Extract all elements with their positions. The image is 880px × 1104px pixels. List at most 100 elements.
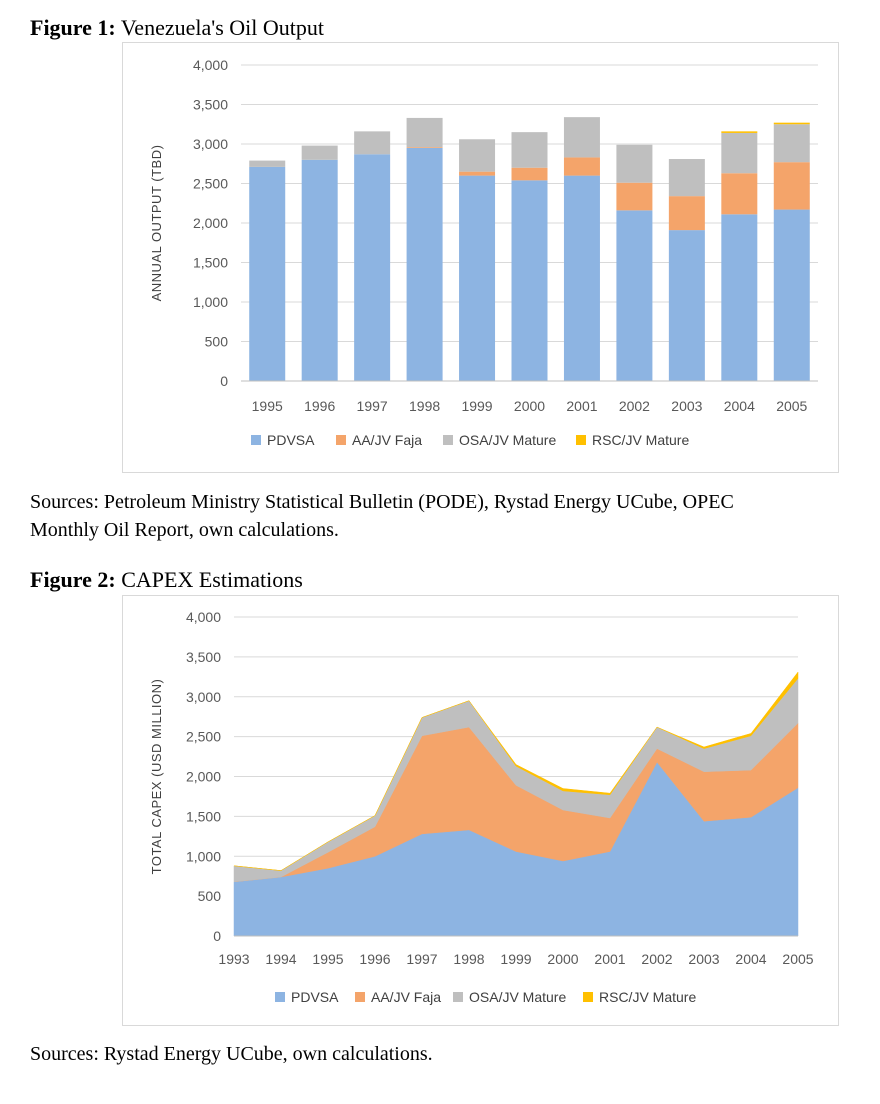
x-tick-label: 2001 xyxy=(594,951,625,967)
bar-aa-jv-faja-1999 xyxy=(459,171,496,176)
y-tick-label: 1,500 xyxy=(186,808,221,824)
legend-label-osa-jv-mature: OSA/JV Mature xyxy=(459,432,556,448)
y-tick-label: 1,000 xyxy=(193,294,228,310)
y-tick-label: 500 xyxy=(198,888,222,904)
x-tick-label: 2003 xyxy=(688,951,719,967)
bar-osa-jv-mature-2001 xyxy=(563,117,600,158)
x-tick-label: 1995 xyxy=(252,398,283,414)
figure-1-heading: Figure 1: Venezuela's Oil Output xyxy=(30,15,324,41)
legend-swatch-aa-jv-faja xyxy=(355,992,365,1002)
legend-swatch-osa-jv-mature xyxy=(443,435,453,445)
y-axis-title: ANNUAL OUTPUT (TBD) xyxy=(149,145,164,302)
y-tick-label: 2,500 xyxy=(193,176,228,192)
bar-aa-jv-faja-1998 xyxy=(406,147,443,148)
bar-osa-jv-mature-1999 xyxy=(459,139,496,172)
bar-pdvsa-1998 xyxy=(406,147,443,381)
figure-1-sources: Sources: Petroleum Ministry Statistical … xyxy=(30,488,734,544)
area-rsc-jv-mature xyxy=(233,671,799,871)
bar-osa-jv-mature-2004 xyxy=(721,132,758,174)
legend-label-rsc-jv-mature: RSC/JV Mature xyxy=(599,989,696,1005)
x-tick-label: 2002 xyxy=(619,398,650,414)
bar-osa-jv-mature-2005 xyxy=(773,124,810,163)
legend-swatch-aa-jv-faja xyxy=(336,435,346,445)
y-tick-label: 4,000 xyxy=(193,57,228,73)
figure-2-title: CAPEX Estimations xyxy=(121,567,303,592)
output-chart: 0 500 1,000 1,500 2,000 2,500 3,000 3,500 4,000 A… xyxy=(149,57,818,448)
x-tick-label: 2002 xyxy=(641,951,672,967)
x-tick-label: 1999 xyxy=(500,951,531,967)
x-tick-label: 1997 xyxy=(357,398,388,414)
y-tick-label: 1,500 xyxy=(193,255,228,271)
legend-label-pdvsa: PDVSA xyxy=(267,432,315,448)
x-tick-label: 1997 xyxy=(406,951,437,967)
bar-aa-jv-faja-2000 xyxy=(511,167,548,181)
y-tick-label: 3,000 xyxy=(193,136,228,152)
x-tick-label: 2005 xyxy=(776,398,807,414)
bar-osa-jv-mature-2002 xyxy=(616,144,653,183)
bar-aa-jv-faja-2004 xyxy=(721,173,758,215)
x-tick-label: 1998 xyxy=(453,951,484,967)
bar-pdvsa-1995 xyxy=(249,166,286,381)
legend-label-pdvsa: PDVSA xyxy=(291,989,339,1005)
bar-rsc-jv-mature-2004 xyxy=(721,131,758,133)
capex-chart-frame: 0 500 1,000 1,500 2,000 2,500 3,000 3,500 4,000 T… xyxy=(122,595,839,1026)
y-axis-title: TOTAL CAPEX (USD MILLION) xyxy=(149,679,164,875)
x-tick-label: 1996 xyxy=(359,951,390,967)
figure-2-sources: Sources: Rystad Energy UCube, own calcul… xyxy=(30,1040,433,1068)
bar-osa-jv-mature-1995 xyxy=(249,160,286,167)
y-tick-label: 2,000 xyxy=(186,769,221,785)
x-tick-label: 1996 xyxy=(304,398,335,414)
figure-1-source-line-1: Sources: Petroleum Ministry Statistical … xyxy=(30,491,734,513)
bar-aa-jv-faja-2005 xyxy=(773,162,810,210)
x-tick-label: 1994 xyxy=(265,951,296,967)
bar-osa-jv-mature-2003 xyxy=(668,159,705,197)
figure-1-source-line-2: Monthly Oil Report, own calculations. xyxy=(30,519,339,541)
legend-label-rsc-jv-mature: RSC/JV Mature xyxy=(592,432,689,448)
legend-label-osa-jv-mature: OSA/JV Mature xyxy=(469,989,566,1005)
x-tick-label: 2005 xyxy=(782,951,813,967)
bar-osa-jv-mature-1998 xyxy=(406,117,443,148)
figure-2-source-line-1: Sources: Rystad Energy UCube, own calcul… xyxy=(30,1043,433,1065)
figure-2-label: Figure 2: xyxy=(30,567,116,592)
x-tick-label: 1993 xyxy=(218,951,249,967)
legend-swatch-pdvsa xyxy=(275,992,285,1002)
bar-aa-jv-faja-2003 xyxy=(668,196,705,231)
y-tick-label: 500 xyxy=(205,334,229,350)
bar-pdvsa-2005 xyxy=(773,209,810,381)
y-tick-label: 4,000 xyxy=(186,609,221,625)
bar-osa-jv-mature-1996 xyxy=(301,145,338,160)
y-tick-label: 2,000 xyxy=(193,215,228,231)
y-tick-label: 3,500 xyxy=(186,649,221,665)
bar-pdvsa-2000 xyxy=(511,180,548,381)
x-tick-label: 2003 xyxy=(671,398,702,414)
x-tick-label: 2004 xyxy=(724,398,755,414)
y-tick-label: 3,000 xyxy=(186,689,221,705)
y-tick-label: 0 xyxy=(213,928,221,944)
x-tick-label: 1999 xyxy=(461,398,492,414)
bar-pdvsa-2004 xyxy=(721,214,758,381)
figure-2-heading: Figure 2: CAPEX Estimations xyxy=(30,567,303,593)
y-tick-label: 1,000 xyxy=(186,848,221,864)
x-tick-label: 2004 xyxy=(735,951,766,967)
bar-pdvsa-2003 xyxy=(668,230,705,381)
y-tick-label: 2,500 xyxy=(186,729,221,745)
bar-pdvsa-1999 xyxy=(459,175,496,381)
y-tick-label: 3,500 xyxy=(193,97,228,113)
output-chart-frame: 0 500 1,000 1,500 2,000 2,500 3,000 3,500 4,000 A… xyxy=(122,42,839,473)
bar-pdvsa-1996 xyxy=(301,159,338,381)
legend-swatch-rsc-jv-mature xyxy=(583,992,593,1002)
figure-1-label: Figure 1: xyxy=(30,15,116,40)
x-tick-label: 1998 xyxy=(409,398,440,414)
legend-swatch-rsc-jv-mature xyxy=(576,435,586,445)
bar-osa-jv-mature-1997 xyxy=(354,131,391,155)
bar-pdvsa-2002 xyxy=(616,210,653,381)
x-tick-label: 1995 xyxy=(312,951,343,967)
bar-pdvsa-1997 xyxy=(354,154,391,381)
bar-aa-jv-faja-2001 xyxy=(563,157,600,176)
bar-osa-jv-mature-2000 xyxy=(511,132,548,168)
bar-aa-jv-faja-2002 xyxy=(616,182,653,211)
capex-chart: 0 500 1,000 1,500 2,000 2,500 3,000 3,500 4,000 T… xyxy=(149,609,814,1005)
bar-pdvsa-2001 xyxy=(563,175,600,381)
legend-label-aa-jv-faja: AA/JV Faja xyxy=(352,432,422,448)
legend-swatch-pdvsa xyxy=(251,435,261,445)
